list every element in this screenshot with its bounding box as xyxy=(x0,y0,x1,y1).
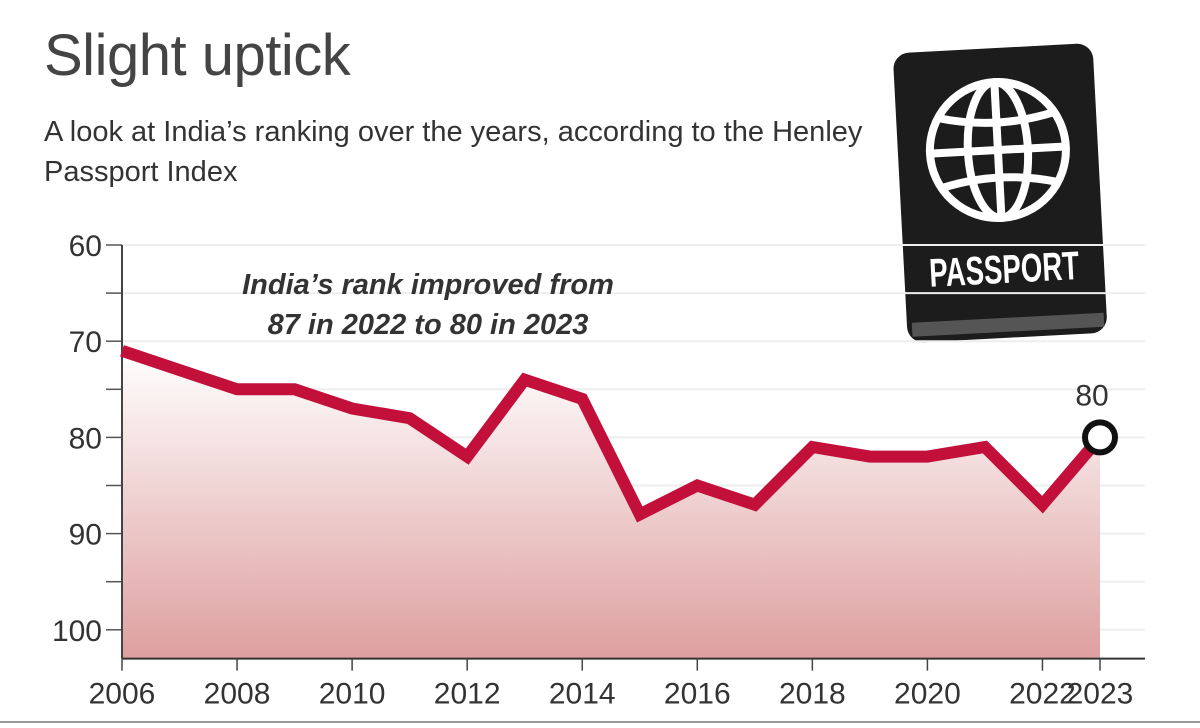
y-tick-label: 70 xyxy=(69,326,102,359)
x-tick-label: 2023 xyxy=(1067,678,1134,711)
passport-pages xyxy=(911,312,1105,337)
x-tick-label: 2006 xyxy=(89,678,156,711)
x-tick-label: 2020 xyxy=(894,678,961,711)
globe-icon xyxy=(925,78,1070,223)
chart-subtitle: A look at India’s ranking over the years… xyxy=(44,116,863,188)
x-tick-label: 2012 xyxy=(434,678,501,711)
x-tick-label: 2016 xyxy=(664,678,731,711)
y-tick-label: 60 xyxy=(69,230,102,263)
y-tick-label: 100 xyxy=(52,615,102,648)
annotation-line-2: 87 in 2022 to 80 in 2023 xyxy=(268,309,589,341)
end-value-label: 80 xyxy=(1075,379,1108,412)
end-point-marker xyxy=(1082,419,1118,456)
y-tick-label: 90 xyxy=(69,519,102,552)
chart-title: Slight uptick xyxy=(44,23,351,88)
area-fill xyxy=(122,350,1100,659)
passport-label: PASSPORT xyxy=(928,244,1080,296)
series-line xyxy=(120,345,1105,523)
annotation-line-1: India’s rank improved from xyxy=(242,269,614,301)
x-tick-label: 2008 xyxy=(204,678,271,711)
x-tick-label: 2014 xyxy=(549,678,616,711)
x-tick-label: 2010 xyxy=(319,678,386,711)
x-tick-label: 2018 xyxy=(779,678,846,711)
x-tick-label: 2022 xyxy=(1009,678,1076,711)
y-tick-label: 80 xyxy=(69,422,102,455)
